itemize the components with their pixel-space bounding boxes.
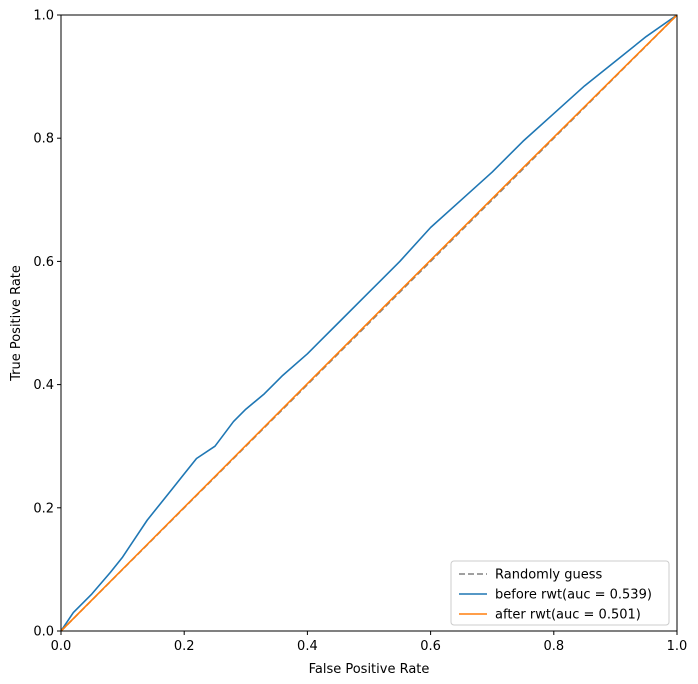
y-tick-label: 0.0 [33,625,54,640]
y-tick-label: 0.6 [33,255,54,270]
y-tick-label: 1.0 [33,9,54,24]
y-axis: 0.0 0.2 0.4 0.6 0.8 1.0 [33,9,61,640]
series-line-1 [60,14,678,632]
x-axis: 0.0 0.2 0.4 0.6 0.8 1.0 [51,631,688,654]
y-tick-label: 0.4 [33,378,54,393]
plot-area [60,14,678,632]
x-axis-label: False Positive Rate [309,662,430,677]
legend-label: before rwt(auc = 0.539) [495,588,652,603]
legend-label: after rwt(auc = 0.501) [495,608,641,623]
plot-frame [60,14,678,632]
x-tick-label: 0.2 [174,639,195,654]
legend-label: Randomly guess [495,568,603,583]
x-tick-label: 1.0 [667,639,688,654]
series-line-2 [60,14,678,632]
x-tick-label: 0.4 [297,639,318,654]
legend: Randomly guess before rwt(auc = 0.539) aft… [450,560,670,626]
x-tick-label: 0.0 [51,639,72,654]
y-tick-label: 0.8 [33,132,54,147]
x-tick-label: 0.8 [543,639,564,654]
legend-box [450,560,670,626]
y-axis-label: True Positive Rate [9,265,24,382]
y-tick-label: 0.2 [33,501,54,516]
x-tick-label: 0.6 [420,639,441,654]
